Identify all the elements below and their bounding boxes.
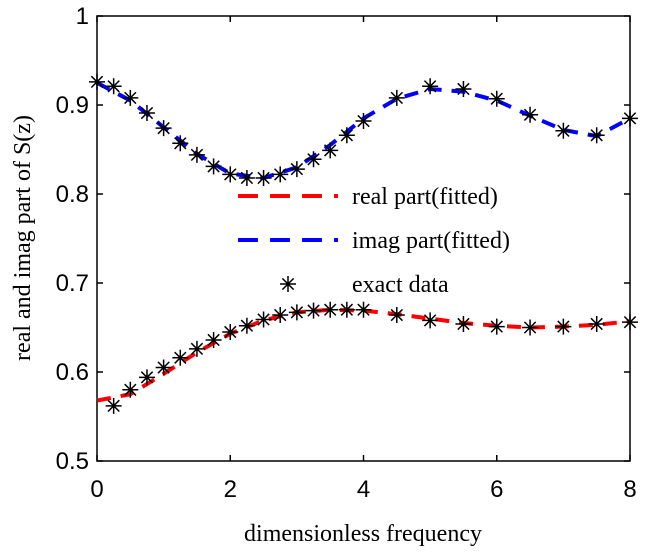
data-point	[89, 73, 105, 90]
data-point	[622, 314, 638, 331]
data-point	[288, 304, 305, 321]
x-axis-label: dimensionless frequency	[244, 521, 482, 547]
data-point	[255, 311, 272, 328]
data-point	[272, 166, 289, 183]
data-point	[522, 319, 539, 336]
y-tick-label: 0.6	[56, 359, 89, 386]
data-point	[588, 315, 605, 332]
legend-label: real part(fitted)	[352, 184, 498, 210]
data-point	[222, 166, 239, 183]
data-point	[422, 78, 439, 95]
data-point	[355, 301, 372, 318]
data-point	[288, 161, 305, 178]
data-point	[338, 127, 355, 144]
x-tick-label: 2	[224, 476, 237, 503]
data-point	[155, 120, 172, 137]
data-point	[305, 151, 322, 168]
y-tick-label: 0.8	[56, 181, 89, 208]
y-tick-label: 0.9	[56, 92, 89, 119]
data-point	[188, 146, 205, 163]
data-point	[555, 122, 572, 139]
data-point	[222, 323, 239, 340]
data-point	[105, 397, 122, 414]
data-point	[355, 113, 372, 130]
data-point	[455, 315, 472, 332]
data-point	[422, 312, 439, 329]
data-point	[322, 142, 339, 159]
data-point	[522, 106, 539, 123]
x-tick-label: 0	[90, 476, 103, 503]
legend-label: imag part(fitted)	[352, 228, 510, 254]
data-point	[488, 90, 505, 107]
data-point	[138, 369, 155, 386]
data-point	[205, 331, 222, 348]
x-tick-label: 4	[357, 476, 370, 503]
data-point	[155, 359, 172, 376]
data-point	[388, 307, 405, 324]
y-tick-label: 0.5	[56, 448, 89, 475]
data-point	[122, 89, 139, 106]
data-point	[455, 80, 472, 97]
data-point	[255, 169, 272, 186]
y-tick-label: 1	[76, 3, 89, 30]
data-point	[555, 318, 572, 335]
data-point	[488, 318, 505, 335]
x-tick-label: 6	[490, 476, 503, 503]
fitted-line	[96, 80, 631, 181]
legend-label: exact data	[352, 272, 449, 298]
data-point	[205, 158, 222, 175]
data-point	[305, 302, 322, 319]
data-point	[238, 317, 255, 334]
data-point	[172, 135, 189, 152]
data-point	[272, 307, 289, 324]
data-point	[122, 381, 139, 398]
data-point	[172, 349, 189, 366]
data-point	[105, 78, 122, 95]
y-tick-label: 0.7	[56, 270, 89, 297]
data-point	[188, 340, 205, 357]
legend-swatch	[280, 276, 296, 292]
y-axis-label: real and imag part of S(z)	[10, 115, 36, 361]
data-point	[622, 110, 638, 127]
fitted-line	[96, 307, 631, 403]
data-point	[138, 105, 155, 122]
data-point	[338, 301, 355, 318]
data-point	[388, 89, 405, 106]
data-point	[588, 127, 605, 144]
x-tick-label: 8	[623, 476, 636, 503]
data-point	[238, 169, 255, 186]
data-point	[322, 301, 339, 318]
